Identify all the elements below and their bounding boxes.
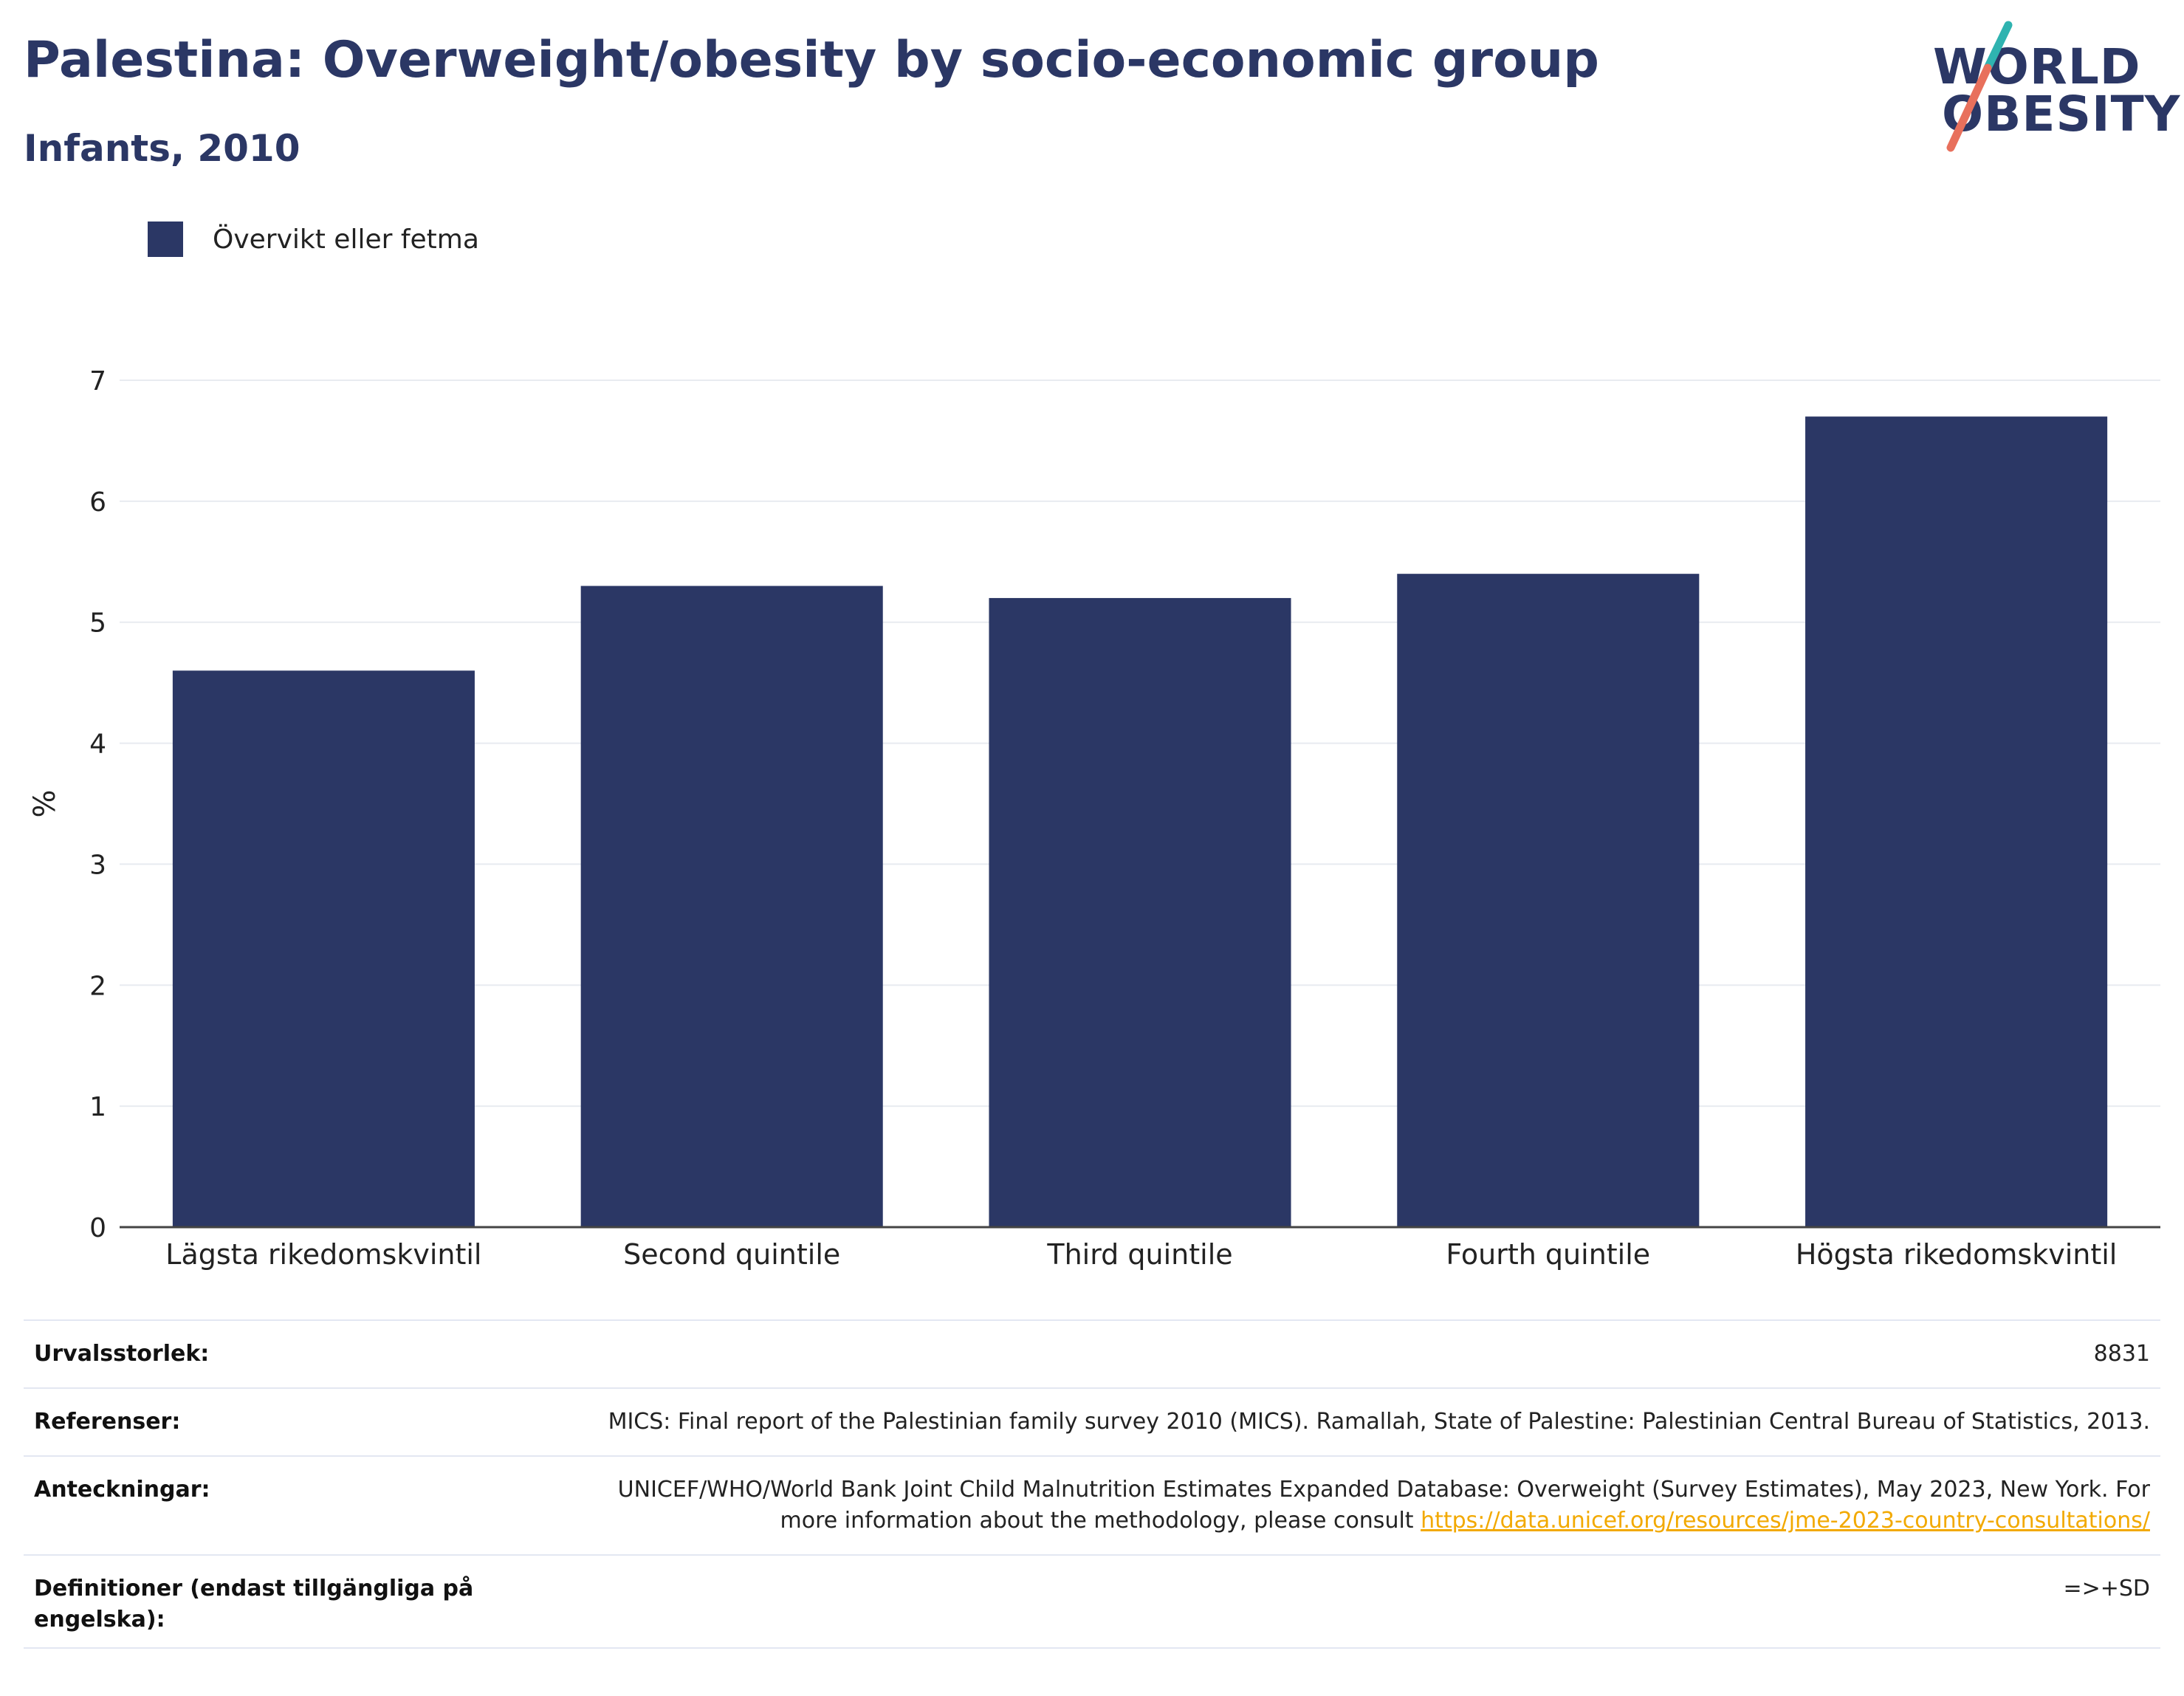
world-obesity-logo: WORLD OBESITY (1920, 21, 2180, 158)
bar (580, 586, 883, 1227)
y-tick-label: 1 (89, 1092, 106, 1122)
y-tick-label: 3 (89, 850, 106, 880)
y-tick-label: 2 (89, 971, 106, 1001)
x-tick-label: Fourth quintile (1446, 1238, 1650, 1271)
sample-size-label: Urvalsstorlek: (34, 1341, 210, 1367)
references-row: Referenser: MICS: Final report of the Pa… (24, 1387, 2160, 1455)
bar (1397, 574, 1700, 1227)
definitions-label: Definitioner (endast tillgängliga på eng… (34, 1576, 474, 1633)
bar (989, 597, 1291, 1227)
y-tick-label: 7 (89, 366, 106, 396)
legend-swatch (148, 222, 183, 257)
references-value: MICS: Final report of the Palestinian fa… (608, 1409, 2150, 1435)
definitions-value: =>+SD (2063, 1576, 2150, 1601)
x-tick-label: Högsta rikedomskvintil (1796, 1238, 2118, 1271)
references-label: Referenser: (34, 1409, 181, 1435)
definitions-row: Definitioner (endast tillgängliga på eng… (24, 1554, 2160, 1649)
bar (1805, 416, 2108, 1227)
notes-label: Anteckningar: (34, 1477, 210, 1503)
y-tick-label: 0 (89, 1213, 106, 1243)
notes-value-container: UNICEF/WHO/World Bank Joint Child Malnut… (595, 1474, 2150, 1537)
y-tick-label: 6 (89, 487, 106, 518)
chart-subtitle: Infants, 2010 (24, 127, 301, 170)
notes-row: Anteckningar: UNICEF/WHO/World Bank Join… (24, 1455, 2160, 1554)
logo-text-obesity: OBESITY (1942, 86, 2181, 143)
x-tick-label: Third quintile (1046, 1238, 1232, 1271)
chart-title: Palestina: Overweight/obesity by socio-e… (24, 31, 1599, 89)
sample-size-row: Urvalsstorlek: 8831 (24, 1319, 2160, 1387)
logo-slash-icon (1946, 21, 2013, 152)
sample-size-value: 8831 (2093, 1341, 2150, 1367)
logo-text-world: WORLD (1933, 38, 2141, 95)
x-tick-label: Lägsta rikedomskvintil (165, 1238, 481, 1271)
info-table: Urvalsstorlek: 8831 Referenser: MICS: Fi… (24, 1319, 2160, 1649)
chart-legend[interactable]: Övervikt eller fetma (148, 220, 479, 258)
notes-link[interactable]: https://data.unicef.org/resources/jme-20… (1421, 1508, 2150, 1534)
y-axis-title: % (28, 789, 62, 817)
y-tick-label: 5 (89, 608, 106, 639)
y-tick-label: 4 (89, 729, 106, 760)
x-tick-label: Second quintile (623, 1238, 840, 1271)
bar (172, 670, 475, 1227)
notes-value: UNICEF/WHO/World Bank Joint Child Malnut… (617, 1477, 2150, 1534)
legend-label: Övervikt eller fetma (213, 224, 479, 255)
bar-chart: 0 1 2 3 4 5 6 7% Lägsta rikedomskvintil Second qu… (28, 366, 2160, 1271)
